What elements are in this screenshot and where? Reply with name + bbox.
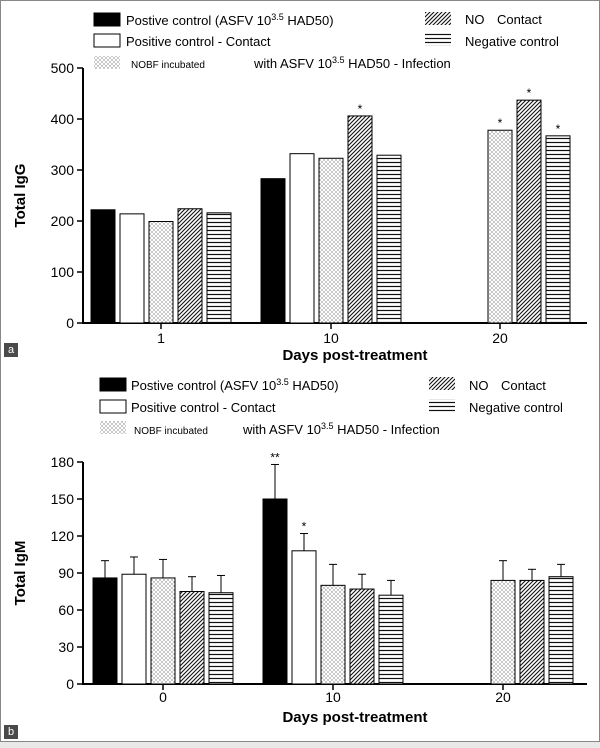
legend-b-label-nobf-small: NOBF incubated <box>134 426 208 437</box>
significance-marker-b: * <box>302 520 307 534</box>
bar-b-white <box>291 550 317 685</box>
y-tick-label-b: 120 <box>51 528 75 544</box>
bar-b-dots <box>150 577 176 685</box>
bar-a-black <box>260 178 286 324</box>
bar-b-black <box>92 577 118 685</box>
legend-a-label-pos-infected: Postive control (ASFV 103.5 HAD50) <box>126 12 334 28</box>
legend-a-label-nobf: with ASFV 103.5 HAD50 - Infection <box>253 55 451 71</box>
significance-marker-b: ** <box>270 450 280 464</box>
legend-b-swatch-nobf <box>100 421 126 434</box>
significance-marker-a: * <box>358 102 363 116</box>
legend-a-swatch-no-contact <box>425 12 451 25</box>
bar-b-white <box>121 573 147 685</box>
bar-a-horiz <box>206 212 232 324</box>
bar-b-black <box>262 498 288 685</box>
bar-a-horiz <box>376 154 402 324</box>
x-tick-label-a: 20 <box>492 330 508 346</box>
bar-a-dots <box>318 157 344 324</box>
legend-a-swatch-pos-contact <box>93 33 121 48</box>
legend-b-swatch-pos-infected <box>99 377 127 392</box>
legend-a-label-no-contact-1: NO <box>465 12 485 27</box>
legend-b-label-pos-infected: Postive control (ASFV 103.5 HAD50) <box>131 377 339 393</box>
y-tick-label-b: 90 <box>58 565 74 581</box>
bar-a-black <box>90 209 116 324</box>
y-tick-label-b: 150 <box>51 491 75 507</box>
bar-b-diag <box>519 579 545 685</box>
significance-marker-a: * <box>498 116 503 130</box>
legend-b-swatch-negative <box>429 399 455 412</box>
y-tick-label-b: 30 <box>58 639 74 655</box>
legend-b-swatch-no-contact <box>429 377 455 390</box>
legend-a: Postive control (ASFV 103.5 HAD50) Posit… <box>93 12 559 71</box>
legend-b-label-pos-contact: Positive control - Contact <box>131 400 276 415</box>
y-tick-label-b: 0 <box>66 676 74 692</box>
y-axis-label-b: Total IgM <box>12 541 29 606</box>
y-tick-label-a: 400 <box>51 111 75 127</box>
x-tick-label-a: 10 <box>323 330 339 346</box>
bar-a-dots <box>487 129 513 324</box>
legend-b-label-nobf: with ASFV 103.5 HAD50 - Infection <box>242 421 440 437</box>
y-tick-label-a: 300 <box>51 162 75 178</box>
bar-a-diag <box>347 115 373 324</box>
legend-b-label-negative: Negative control <box>469 400 563 415</box>
y-tick-label-a: 0 <box>66 315 74 331</box>
legend-a-swatch-pos-infected <box>93 12 121 27</box>
legend-b: Postive control (ASFV 103.5 HAD50) Posit… <box>99 377 563 437</box>
bar-a-dots <box>148 221 174 324</box>
x-tick-label-b: 0 <box>159 689 167 705</box>
significance-marker-a: * <box>556 122 561 136</box>
legend-a-swatch-negative <box>425 33 451 46</box>
x-tick-label-b: 20 <box>495 689 511 705</box>
x-axis-label-a: Days post-treatment <box>282 347 427 364</box>
legend-a-label-pos-contact: Positive control - Contact <box>126 34 271 49</box>
bar-a-white <box>119 213 145 324</box>
bar-a-white <box>289 153 315 324</box>
legend-b-label-no-contact-2: Contact <box>501 378 546 393</box>
bar-a-horiz <box>545 135 571 324</box>
y-tick-label-a: 100 <box>51 264 75 280</box>
bar-a-diag <box>516 99 542 324</box>
x-tick-label-a: 1 <box>157 330 165 346</box>
legend-a-label-no-contact-2: Contact <box>497 12 542 27</box>
bar-b-horiz <box>378 594 404 685</box>
legend-a-label-negative: Negative control <box>465 34 559 49</box>
legend-b-label-no-contact-1: NO <box>469 378 489 393</box>
bar-b-horiz <box>548 576 574 685</box>
bar-a-diag <box>177 208 203 324</box>
y-tick-label-a: 500 <box>51 60 75 76</box>
y-tick-label-b: 60 <box>58 602 74 618</box>
significance-marker-a: * <box>527 86 532 100</box>
x-tick-label-b: 10 <box>325 689 341 705</box>
bar-b-horiz <box>208 592 234 685</box>
bar-b-diag <box>179 591 205 685</box>
bar-b-dots <box>490 579 516 685</box>
legend-a-label-nobf-small: NOBF incubated <box>131 60 205 71</box>
panel-label-b: b <box>4 725 18 739</box>
y-axis-label-a: Total IgG <box>12 164 29 228</box>
panel-label-a: a <box>4 343 18 357</box>
y-tick-label-b: 180 <box>51 454 75 470</box>
y-tick-label-a: 200 <box>51 213 75 229</box>
legend-b-swatch-pos-contact <box>99 399 127 414</box>
chart-igg: 0 100 200 300 400 500 Total IgG 1 10 * 20 * * * Days p… <box>12 60 587 364</box>
bar-b-diag <box>349 588 375 685</box>
legend-a-swatch-nobf <box>94 56 120 69</box>
x-axis-label-b: Days post-treatment <box>282 709 427 726</box>
bar-b-dots <box>320 584 346 685</box>
